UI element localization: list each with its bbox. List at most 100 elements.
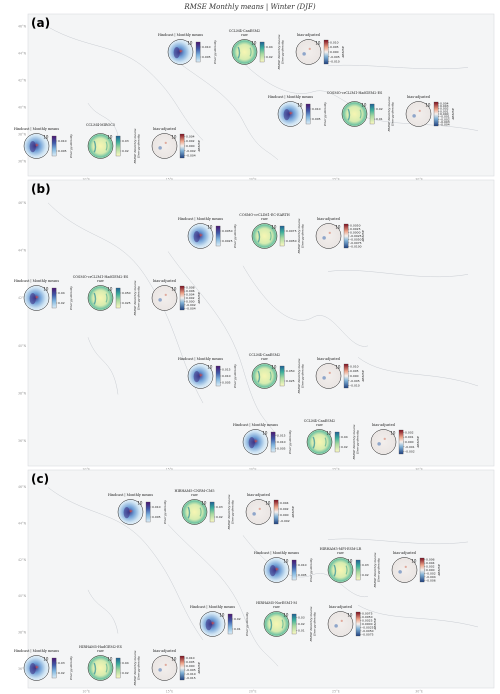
bias-colorbar-tick-label: -0.015 [186,676,196,680]
raw-colorbar-tick-label: 0.03 [216,505,223,509]
bias-colorbar-tick-label: 0.002 [186,139,195,143]
bias-colorbar-tick-label: 0.0075 [362,612,373,616]
hindcast-colorbar [195,41,201,63]
bias-delta-blob [334,624,338,628]
raw-colorbar [355,559,361,581]
bias-colorbar-tick-label: -0.004 [186,306,196,310]
bias-colorbar-tick-label: 0.010 [350,364,359,368]
raw-density-band [359,109,362,119]
hindcast-ring-label: 10 [43,656,49,661]
lat-tick-label: 40°N [18,594,27,598]
bias-ring-label: 10 [265,500,271,505]
bias-colorbar-tick-label: 0.005 [186,660,195,664]
hindcast-colorbar-label: Energy density [245,612,249,637]
model-group-2: Hindcast | Monthly means*100.0100.005 Ene… [14,123,201,165]
raw-colorbar-tick-label: 0.025 [286,379,295,383]
raw-colorbar-label: RMSE Monthly means Energy density [133,128,141,164]
bias-colorbar-label: ΔRMSE [341,45,345,59]
bias-colorbar-tick-label: -0.001 [405,445,415,449]
raw-colorbar-label: RMSE Monthly means Energy density [373,552,381,588]
bias-delta-blob [383,437,386,440]
bias-caption: bias-adjusted [317,217,341,221]
hindcast-colorbar-label-line: Energy density [233,224,237,249]
bias-colorbar-tick-label: 0.0025 [362,619,373,623]
bias-caption: bias-adjusted [317,357,341,361]
hindcast-colorbar-label-line: Energy density [245,612,249,637]
raw-colorbar-tick-label: 0.04 [122,661,129,665]
hindcast-caption: Hindcast | Monthly means [158,33,203,37]
hindcast-colorbar-label-line: Energy density [69,134,73,159]
bias-colorbar-tick-label: 0.004 [186,134,195,138]
hindcast-caption: Hindcast | Monthly means [14,279,59,283]
model-group-1: Hindcast | Monthly means * 10 0.04 0.02 Energ… [14,275,201,317]
hindcast-density-core [29,141,36,153]
bias-colorbar-tick-label: 0.004 [426,561,435,565]
bias-colorbar [355,611,361,637]
hindcast-colorbar-tick-label: 0.01 [234,627,241,631]
raw-colorbar [115,287,121,309]
lon-tick-label: 25°E [332,468,340,472]
raw-caption: raw [97,649,104,653]
hindcast-caption: Hindcast | Monthly means [190,605,235,609]
bias-colorbar-tick-label: -0.010 [350,384,360,388]
raw-colorbar [279,225,285,247]
raw-colorbar-tick-label: 0.02 [341,445,348,449]
hindcast-colorbar-label: Energy density [69,134,73,159]
bias-delta-blob [164,293,167,296]
raw-colorbar-label-line: RMSE Monthly means [133,280,137,316]
hindcast-polar-plot [23,285,50,311]
hindcast-density-core [193,371,200,383]
bias-colorbar-label-line: ΔRMSE [361,369,365,383]
hindcast-colorbar-tick-label: 0.0025 [222,239,233,243]
bias-delta-blob [398,570,402,574]
raw-colorbar-tick-label: 0.03 [298,615,305,619]
hindcast-colorbar-label: Energy density [163,500,167,525]
hindcast-colorbar-label-line: Energy density [163,500,167,525]
hindcast-peak-marker: * [35,665,39,673]
raw-colorbar-tick-label: 0.025 [122,301,131,305]
hindcast-caption: Hindcast | Monthly means [14,127,59,131]
bias-colorbar-tick-label: -0.0025 [350,234,362,238]
bias-delta-blob [158,298,162,302]
raw-colorbar-label-line: Energy density [137,286,141,311]
hindcast-ring-label: 10 [219,612,225,617]
bias-ring-label: 10 [335,224,341,229]
raw-density-band [347,108,351,121]
bias-colorbar-tick-label: 0.004 [280,501,289,505]
bias-caption: bias-adjusted [153,127,177,131]
model-caption: CCLM4-MIROC5 [86,123,115,127]
raw-caption: raw [241,33,248,37]
raw-caption: raw [97,279,104,283]
hindcast-colorbar-label: Energy density [213,40,217,65]
lon-tick-label: 10°E [82,178,90,182]
raw-caption: raw [191,493,198,497]
coastline [47,26,204,141]
lat-tick-label: 42°N [18,558,27,562]
bias-delta-blob [322,236,326,240]
coastline [167,54,279,160]
raw-density-band [257,370,261,383]
bias-colorbar-label: ΔRMSE [373,617,377,631]
bias-colorbar [398,429,404,455]
bias-colorbar-tick-label: -0.010 [186,672,196,676]
bias-colorbar-label-line: ΔRMSE [361,229,365,243]
hindcast-polar-plot [187,363,214,389]
hindcast-colorbar-label-line: Energy density [288,430,292,455]
bias-delta-blob [158,668,162,672]
raw-caption: raw [316,423,323,427]
model-caption: COSMO-crCLIM1-HadGEM2-ES [73,275,129,279]
raw-colorbar-label-line: Energy density [281,40,285,65]
model-group-0: Hindcast | Monthly means*100.0100.005 Ene… [108,489,295,531]
bias-colorbar-label: ΔRMSE [361,369,365,383]
bias-ring-label: 10 [171,286,177,291]
bias-delta-blob [412,114,416,118]
bias-colorbar-tick-label: 0.001 [405,435,414,439]
bias-polar-plot [151,655,178,681]
raw-caption: raw [261,357,268,361]
bias-colorbar-tick-label: -0.002 [426,571,436,575]
bias-colorbar-tick-label: -0.004 [440,123,450,127]
raw-colorbar-label: RMSE Monthly means Energy density [309,606,317,642]
raw-colorbar-tick-label: 0.050 [286,369,295,373]
raw-colorbar-tick-label: 0.02 [122,671,129,675]
bias-colorbar-tick-label: -0.0050 [362,629,374,633]
